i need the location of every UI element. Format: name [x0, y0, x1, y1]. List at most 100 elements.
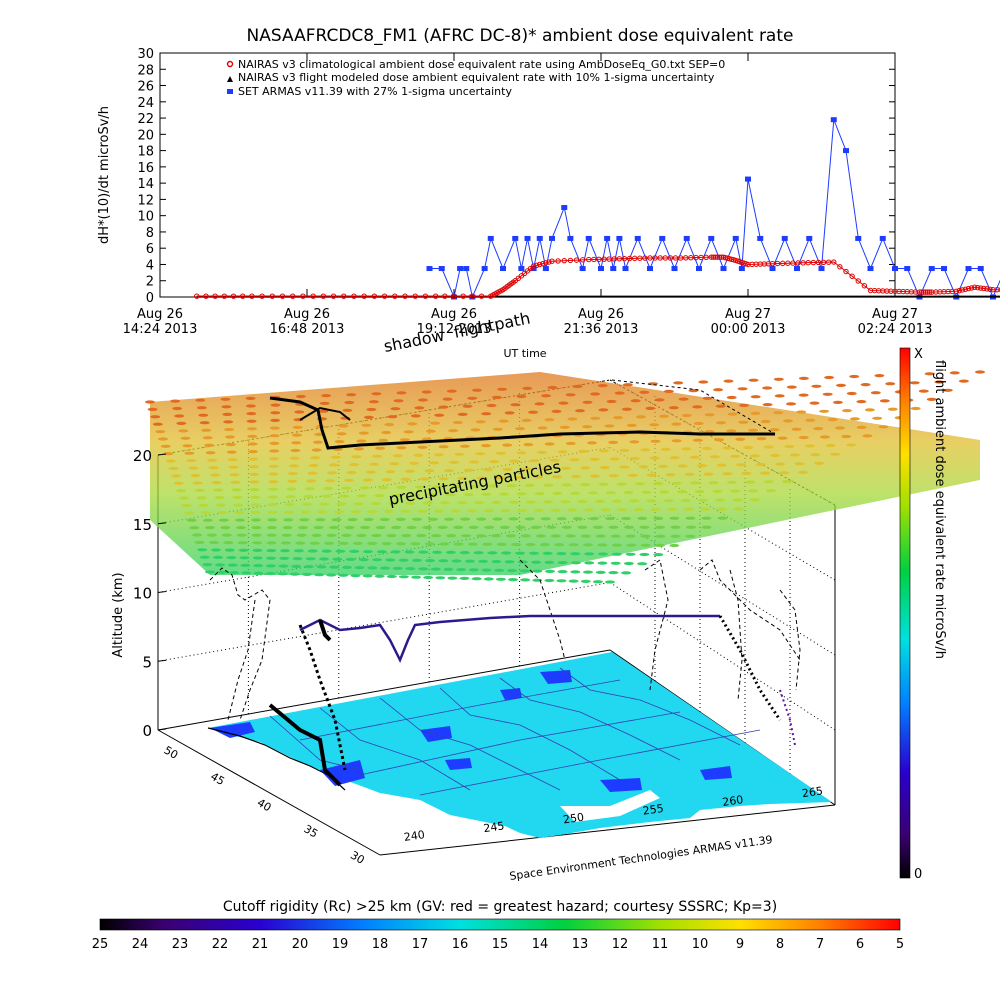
y-tick-label: 18	[137, 145, 154, 160]
particle-mark	[216, 503, 226, 507]
particle-mark	[249, 488, 260, 492]
z-tick-label: 20	[133, 447, 152, 465]
particle-mark	[798, 470, 808, 474]
nairas-climatological-point	[769, 260, 776, 267]
particle-mark	[735, 437, 746, 441]
particle-mark	[398, 575, 409, 579]
particle-mark	[321, 494, 332, 498]
particle-mark	[363, 550, 373, 554]
particle-mark	[525, 500, 536, 504]
particle-mark	[616, 482, 627, 486]
particle-mark	[625, 552, 636, 556]
particle-mark	[221, 533, 232, 537]
particle-mark	[184, 511, 195, 515]
particle-mark	[367, 510, 378, 514]
particle-mark	[280, 549, 291, 553]
armas-point	[659, 235, 666, 241]
armas-point	[745, 176, 751, 182]
particle-mark	[669, 456, 680, 460]
particle-mark	[537, 450, 547, 454]
particle-mark	[417, 445, 428, 449]
particle-mark	[457, 476, 468, 480]
particle-mark	[390, 550, 401, 554]
annotation-shadow: shadow	[382, 326, 446, 356]
bottom-colorbar-title: Cutoff rigidity (Rc) >25 km (GV: red = g…	[223, 899, 777, 915]
z-tick-label: 5	[142, 653, 152, 671]
particle-mark	[445, 550, 456, 555]
nairas-climatological-point	[626, 255, 633, 262]
particle-mark	[266, 549, 277, 553]
particle-mark	[748, 428, 758, 432]
particle-mark	[842, 409, 852, 413]
particle-mark	[558, 401, 569, 405]
y-tick-label: 4	[146, 258, 154, 273]
nairas-climatological-point	[953, 288, 959, 295]
armas-point	[457, 266, 464, 272]
x-tick-label-date: Aug 26	[431, 307, 477, 322]
particle-mark	[202, 563, 213, 567]
particle-mark	[195, 398, 206, 402]
particle-mark	[717, 516, 728, 520]
particle-mark	[640, 448, 651, 452]
particle-mark	[665, 473, 676, 477]
particle-mark	[211, 481, 222, 485]
nairas-climatological-point	[212, 293, 218, 299]
particle-mark	[805, 418, 816, 422]
particle-mark	[638, 465, 649, 469]
armas-point	[867, 266, 874, 272]
particle-mark	[450, 509, 461, 513]
particle-mark	[640, 543, 651, 547]
particle-mark	[160, 444, 171, 448]
particle-mark	[514, 475, 525, 479]
particle-mark	[463, 492, 474, 497]
particle-mark	[372, 454, 383, 458]
particle-mark	[344, 525, 355, 530]
armas-point	[855, 235, 862, 241]
nairas-climatological-point	[341, 293, 347, 299]
gulf-area	[560, 790, 660, 822]
particle-mark	[150, 415, 161, 419]
armas-point	[818, 266, 825, 272]
particle-mark	[605, 491, 616, 495]
particle-mark	[240, 563, 251, 568]
particle-mark	[561, 483, 572, 487]
particle-mark	[239, 556, 250, 560]
particle-mark	[232, 495, 243, 499]
particle-mark	[777, 436, 788, 440]
particle-mark	[424, 542, 435, 546]
particle-mark	[550, 508, 561, 512]
particle-mark	[639, 552, 650, 557]
particle-mark	[217, 510, 228, 515]
particle-mark	[459, 551, 470, 555]
particle-mark	[204, 526, 215, 530]
particle-mark	[552, 475, 563, 479]
bottom-colorbar-tick-label: 14	[532, 937, 549, 952]
nairas-climatological-point	[540, 260, 546, 267]
particle-mark	[248, 465, 259, 469]
particle-mark	[429, 461, 440, 465]
nairas-climatological-point	[987, 286, 993, 292]
particle-mark	[630, 399, 641, 403]
particle-mark	[430, 567, 441, 571]
particle-mark	[597, 384, 608, 388]
particle-mark	[474, 501, 485, 505]
hazard-patches	[210, 670, 732, 792]
particle-mark	[173, 481, 184, 485]
particle-mark	[292, 557, 303, 561]
shadow-path-edge	[611, 379, 776, 435]
particle-mark	[669, 516, 680, 520]
armas-point	[647, 266, 653, 272]
particle-mark	[491, 534, 501, 538]
particle-mark	[227, 563, 238, 567]
nairas-climatological-point	[831, 259, 837, 265]
particle-mark	[392, 454, 403, 458]
particle-mark	[278, 564, 289, 568]
longitude-tick-label: 250	[562, 811, 585, 827]
particle-mark	[300, 510, 311, 514]
particle-mark	[147, 407, 158, 411]
grid-line	[157, 582, 611, 662]
particle-mark	[268, 487, 279, 491]
nairas-climatological-point	[984, 286, 990, 292]
particle-mark	[726, 395, 737, 400]
particle-mark	[250, 495, 261, 499]
